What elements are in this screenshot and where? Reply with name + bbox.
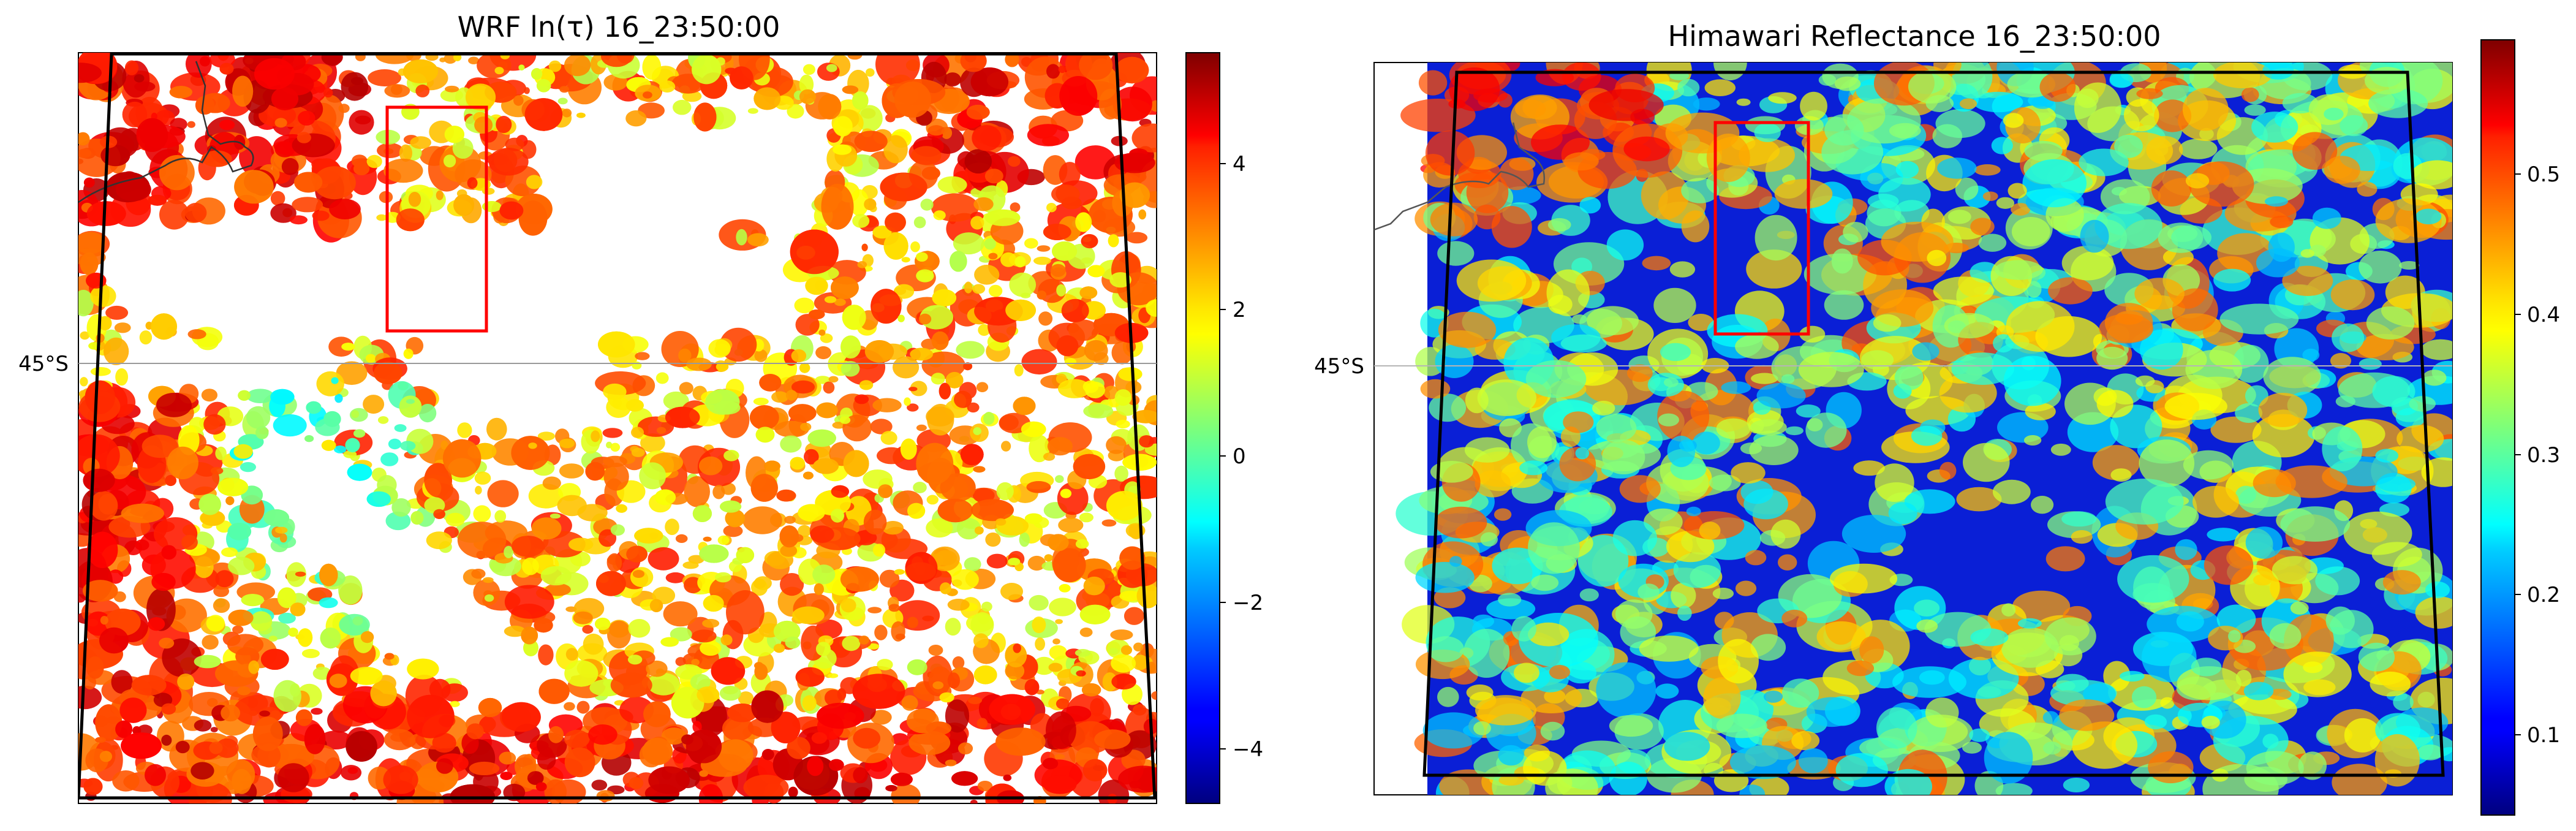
himawari-cbar-tick-label: 0.1 bbox=[2527, 723, 2560, 748]
wrf-cbar-tick-label: −4 bbox=[1233, 737, 1263, 762]
himawari-domain-boundary bbox=[1422, 70, 2445, 777]
wrf-coastline bbox=[78, 61, 254, 203]
himawari-cbar-tick-label: 0.2 bbox=[2527, 583, 2560, 607]
wrf-lat-label: 45°S bbox=[18, 352, 69, 376]
wrf-cbar-tick-label: 2 bbox=[1233, 298, 1246, 322]
himawari-colorbar bbox=[2480, 39, 2515, 816]
wrf-title: WRF ln(τ) 16_23:50:00 bbox=[458, 10, 780, 44]
himawari-panel: Himawari Reflectance 16_23:50:00 45°S 0.… bbox=[1314, 20, 2560, 816]
himawari-lat-label: 45°S bbox=[1314, 354, 1364, 379]
wrf-highlight-box bbox=[385, 105, 488, 333]
himawari-cbar-tick-label: 0.5 bbox=[2527, 162, 2560, 187]
wrf-cbar-tick-label: −2 bbox=[1233, 591, 1263, 615]
wrf-colorbar-ticks: 4 2 0 −2 −4 bbox=[1220, 152, 1263, 762]
wrf-cloud-field bbox=[78, 53, 1157, 803]
himawari-field bbox=[1374, 63, 2452, 795]
himawari-colorbar-ticks: 0.5 0.4 0.3 0.2 0.1 bbox=[2515, 162, 2560, 748]
himawari-cbar-tick-label: 0.3 bbox=[2527, 443, 2560, 468]
himawari-cbar-tick-label: 0.4 bbox=[2527, 303, 2560, 327]
himawari-highlight-box bbox=[1713, 121, 1810, 336]
himawari-cloud-field bbox=[1396, 63, 2452, 795]
wrf-panel: WRF ln(τ) 16_23:50:00 45°S 4 2 0 −2 bbox=[18, 10, 1263, 804]
himawari-title: Himawari Reflectance 16_23:50:00 bbox=[1668, 20, 2161, 53]
wrf-cbar-tick-label: 4 bbox=[1233, 152, 1246, 176]
wrf-colorbar bbox=[1185, 52, 1220, 804]
himawari-coastline bbox=[1374, 122, 1546, 231]
wrf-cbar-tick-label: 0 bbox=[1233, 444, 1246, 469]
wrf-field bbox=[78, 53, 1157, 803]
wrf-domain-boundary bbox=[78, 53, 1157, 800]
